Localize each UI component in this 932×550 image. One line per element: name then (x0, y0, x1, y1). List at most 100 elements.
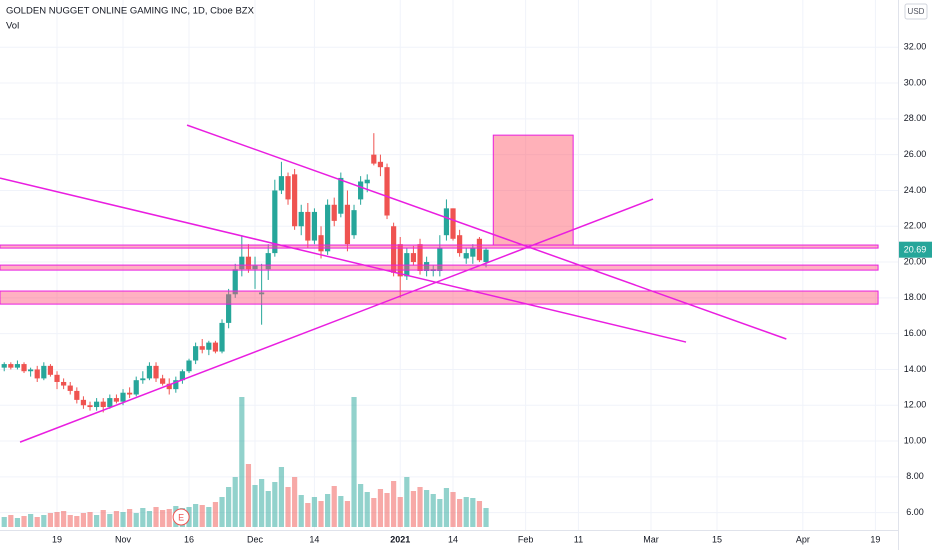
candle-body (21, 364, 27, 372)
candle-body (100, 401, 106, 408)
volume-bar (285, 487, 291, 527)
candle-body (14, 364, 21, 368)
volume-bar (377, 489, 384, 527)
volume-bar (140, 508, 146, 527)
x-tick-label: 14 (448, 534, 458, 544)
x-tick-label: Feb (518, 534, 534, 544)
candle-body (285, 176, 291, 200)
candle-body (331, 204, 337, 221)
candle-body (239, 256, 245, 270)
candle-body (305, 211, 311, 241)
candle-body (364, 179, 370, 184)
volume-bar (61, 511, 67, 527)
overlay: E (0, 124, 879, 526)
volume-bar (193, 504, 199, 527)
volume-bar (160, 510, 166, 527)
y-tick-label: 28.00 (904, 113, 927, 123)
x-tick-label: Apr (796, 534, 810, 544)
candle-body (8, 364, 14, 368)
volume-bar (206, 507, 212, 527)
candle-body (140, 378, 146, 381)
volume-bar (1, 517, 7, 527)
earnings-label: E (178, 512, 184, 522)
volume-bar (226, 487, 232, 527)
y-tick-label: 24.00 (904, 185, 927, 195)
candle-body (87, 405, 93, 408)
volume-bar (87, 512, 93, 527)
zone (0, 244, 879, 249)
volume-bar (424, 490, 430, 527)
candle-body (259, 292, 265, 295)
candle-body (470, 247, 476, 257)
x-tick-label: 19 (870, 534, 880, 544)
x-tick-label: 16 (184, 534, 194, 544)
x-tick-label: 2021 (390, 534, 410, 544)
volume-bar (166, 509, 172, 527)
x-tick-label: 15 (712, 534, 722, 544)
candle-body (344, 204, 351, 245)
volume-bar (47, 513, 54, 527)
candle-body (1, 364, 7, 368)
candle-body (226, 294, 232, 323)
candle-body (186, 360, 192, 372)
y-tick-label: 14.00 (904, 364, 927, 374)
currency-box[interactable] (904, 3, 928, 20)
candle-body (272, 190, 278, 254)
volume-bar (245, 464, 252, 527)
candle-body (450, 208, 456, 239)
candle-body (61, 381, 67, 386)
candle-body (424, 262, 430, 271)
volume-bar (338, 496, 344, 527)
earnings-marker (172, 508, 190, 526)
volume-bar (311, 497, 318, 527)
candle-body (193, 346, 199, 361)
volume-bar (67, 515, 73, 527)
volume-bar (41, 515, 47, 527)
volume-bar (417, 487, 423, 527)
volume-bar (8, 515, 14, 527)
candle-body (94, 401, 100, 408)
chart-title: GOLDEN NUGGET ONLINE GAMING INC, 1D, Cbo… (6, 6, 255, 17)
candle-body (41, 365, 47, 379)
volume-bar (397, 497, 403, 527)
candle-body (160, 378, 166, 384)
candle-body (133, 380, 139, 395)
volume-bar (153, 507, 159, 527)
candle-body (206, 342, 212, 350)
volume-bar (358, 484, 364, 527)
volume-bar (107, 514, 113, 527)
volume-bar (391, 481, 397, 527)
currency[interactable]: USD (908, 7, 925, 16)
candle-body (292, 174, 298, 227)
volume-bar (410, 491, 417, 527)
volume-bar (443, 488, 450, 527)
candle-body (80, 399, 87, 406)
volume-bar (305, 503, 311, 527)
zone (0, 264, 879, 271)
candle-body (107, 398, 113, 408)
volume-bar (21, 516, 27, 527)
candle-body (120, 392, 126, 402)
volume-bar (344, 501, 351, 527)
trend-line (0, 177, 687, 343)
volume-bar (80, 513, 87, 527)
x-tick-label: Dec (247, 534, 264, 544)
y-tick-label: 20.00 (904, 256, 927, 266)
volume-bar (127, 509, 133, 527)
volume-bar (457, 499, 463, 527)
volume-bar (252, 485, 258, 527)
volume-bar (54, 512, 60, 527)
candle-body (311, 211, 318, 241)
volume-bar (292, 477, 298, 527)
volume-bar (28, 514, 34, 527)
candle-body (391, 226, 397, 273)
candle-body (318, 235, 324, 252)
y-tick-label: 16.00 (904, 328, 927, 338)
candle-body (417, 244, 423, 271)
volume-bar (351, 397, 357, 527)
volume-bar (318, 501, 324, 527)
volume-label: Vol (6, 21, 19, 32)
candle-body (179, 371, 186, 381)
candle-body (173, 380, 179, 390)
